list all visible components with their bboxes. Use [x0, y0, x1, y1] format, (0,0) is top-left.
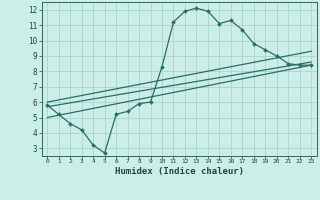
X-axis label: Humidex (Indice chaleur): Humidex (Indice chaleur) — [115, 167, 244, 176]
